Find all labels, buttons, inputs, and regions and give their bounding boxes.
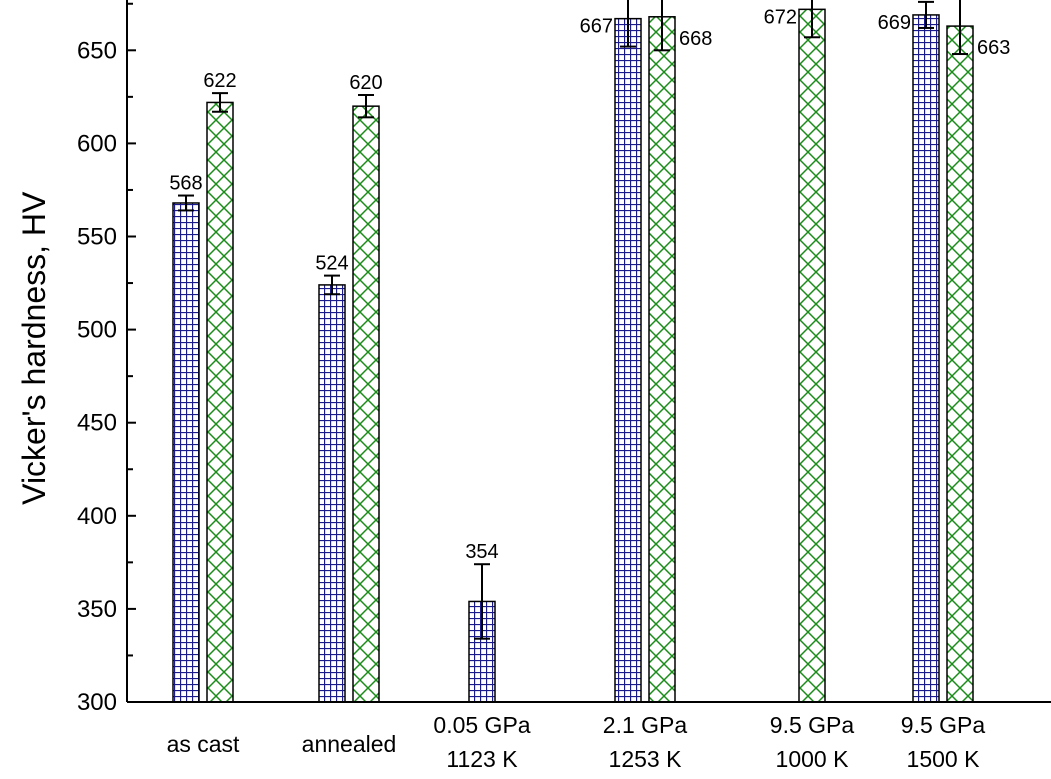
data-label-s0-c3: 667 <box>580 16 613 38</box>
y-tick-label: 650 <box>77 37 117 64</box>
category-label-0: as cast <box>167 731 240 757</box>
error-bar-s1-c3 <box>654 0 670 52</box>
error-bar-s0-c2 <box>474 563 490 640</box>
y-tick-label: 350 <box>77 596 117 623</box>
y-tick-label: 550 <box>77 224 117 251</box>
data-label-s0-c0: 568 <box>169 173 202 195</box>
bar-s0-c3 <box>614 17 642 703</box>
bar-s1-c0 <box>206 101 234 703</box>
data-label-s1-c0: 622 <box>203 70 236 92</box>
error-bar-s0-c3 <box>620 0 636 48</box>
y-tick-label: 450 <box>77 410 117 437</box>
bar-s1-c3 <box>648 16 676 703</box>
category-labels-layer: as cast annealed 0.05 GPa 1123 K 2.1 GPa 1253… <box>167 712 986 772</box>
category-label-2: 0.05 GPa 1123 K <box>433 712 530 772</box>
error-bar-s1-c5 <box>952 0 968 56</box>
data-label-s1-c4: 672 <box>764 6 797 28</box>
data-label-s0-c5: 669 <box>878 12 911 34</box>
category-label-1: annealed <box>302 731 397 757</box>
category-label-3: 2.1 GPa 1253 K <box>603 712 688 772</box>
y-axis-title: Vicker's hardness, HV <box>16 191 52 505</box>
data-labels-layer: 568 524 354 667 669 622 620 668 672 663 <box>169 6 1010 563</box>
axes-layer <box>126 0 1051 703</box>
data-label-s1-c5: 663 <box>977 37 1010 59</box>
y-tick-label: 500 <box>77 317 117 344</box>
y-tick-label: 400 <box>77 503 117 530</box>
bar-s1-c4 <box>798 8 826 703</box>
data-label-s0-c2: 354 <box>465 541 498 563</box>
bar-s1-c1 <box>352 105 380 703</box>
y-axis-title-group: Vicker's hardness, HV <box>16 191 52 505</box>
y-ticks-layer: 300 350 400 450 500 550 600 650 <box>77 2 136 716</box>
data-label-s1-c1: 620 <box>349 72 382 94</box>
bar-s1-c5 <box>946 25 974 703</box>
error-bar-s1-c0 <box>212 92 228 113</box>
data-label-s1-c3: 668 <box>679 28 712 50</box>
data-label-s0-c1: 524 <box>315 253 348 275</box>
bar-s0-c0 <box>172 202 200 703</box>
bar-s0-c1 <box>318 284 346 703</box>
error-bar-s1-c1 <box>358 93 374 119</box>
error-bar-s0-c0 <box>178 194 194 212</box>
error-bar-s1-c4 <box>804 0 820 39</box>
bars-layer <box>172 8 974 703</box>
error-bar-s0-c5 <box>918 0 934 29</box>
error-bars-layer <box>178 0 968 640</box>
category-label-5: 9.5 GPa 1500 K <box>901 712 986 772</box>
y-tick-label: 300 <box>77 689 117 716</box>
category-label-4: 9.5 GPa 1000 K <box>770 712 855 772</box>
error-bar-s0-c1 <box>324 274 340 296</box>
y-tick-label: 600 <box>77 130 117 157</box>
bar-s0-c5 <box>912 14 940 703</box>
